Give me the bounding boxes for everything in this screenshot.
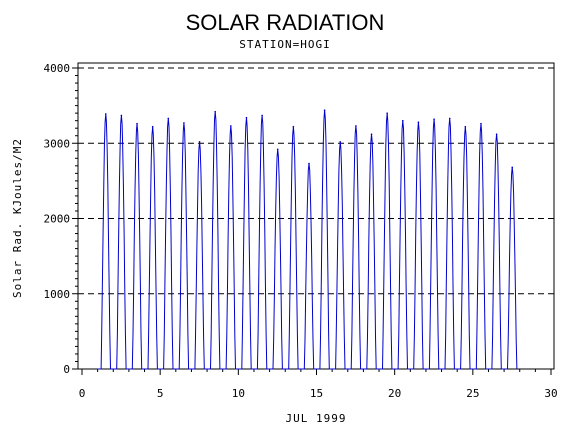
peak-point-day-1 [104, 113, 107, 115]
y-tick-label-4000: 4000 [44, 62, 71, 75]
peak-point-day-5 [167, 117, 170, 120]
peak-point-day-15 [323, 109, 326, 111]
gridlines [78, 67, 554, 370]
y-tick-label-3000: 3000 [44, 137, 71, 150]
x-tick-label-20: 20 [388, 387, 401, 400]
peak-point-day-24 [464, 125, 467, 128]
y-tick-label-0: 0 [63, 363, 70, 376]
series-line-solar-radiation [97, 110, 518, 370]
peak-point-day-16 [339, 140, 342, 143]
y-axis: 0 1000 2000 3000 4000 [44, 62, 78, 376]
x-tick-label-5: 5 [157, 387, 164, 400]
peak-point-day-6 [183, 122, 185, 124]
y-tick-label-1000: 1000 [44, 288, 71, 301]
peak-point-day-23 [448, 117, 451, 120]
chart-title: SOLAR RADIATION [186, 10, 385, 35]
plot-frame [77, 62, 555, 370]
x-tick-label-30: 30 [544, 387, 557, 400]
x-tick-label-10: 10 [232, 387, 245, 400]
peak-point-day-14 [308, 162, 310, 165]
x-tick-label-0: 0 [79, 387, 86, 400]
peak-point-day-22 [433, 118, 435, 120]
peak-point-day-27 [511, 166, 514, 169]
peak-point-day-8 [214, 110, 216, 113]
x-axis: 0 5 10 15 20 25 30 [79, 369, 558, 400]
peak-point-day-13 [292, 125, 295, 128]
y-axis-label: Solar Rad. KJoules/M2 [11, 138, 24, 298]
series-layer [97, 109, 518, 370]
peak-point-day-26 [495, 133, 498, 136]
peak-point-day-2 [120, 114, 123, 117]
peak-point-day-7 [198, 140, 201, 143]
y-tick-label-2000: 2000 [44, 213, 71, 226]
x-axis-label: JUL 1999 [286, 412, 347, 425]
x-tick-label-15: 15 [310, 387, 323, 400]
peak-point-day-4 [151, 125, 154, 128]
peak-point-day-11 [261, 114, 263, 117]
peak-point-day-17 [355, 125, 357, 127]
peak-point-day-21 [417, 121, 420, 123]
peak-point-day-20 [401, 119, 404, 122]
peak-point-day-19 [386, 112, 388, 114]
peak-point-day-25 [480, 122, 482, 125]
peak-point-day-18 [370, 133, 373, 136]
peak-point-day-10 [245, 116, 248, 119]
peak-point-day-9 [230, 125, 232, 127]
peak-point-day-3 [136, 122, 138, 125]
x-tick-label-25: 25 [466, 387, 479, 400]
chart-subtitle: STATION=HOGI [239, 38, 330, 51]
peak-point-day-12 [276, 148, 279, 151]
